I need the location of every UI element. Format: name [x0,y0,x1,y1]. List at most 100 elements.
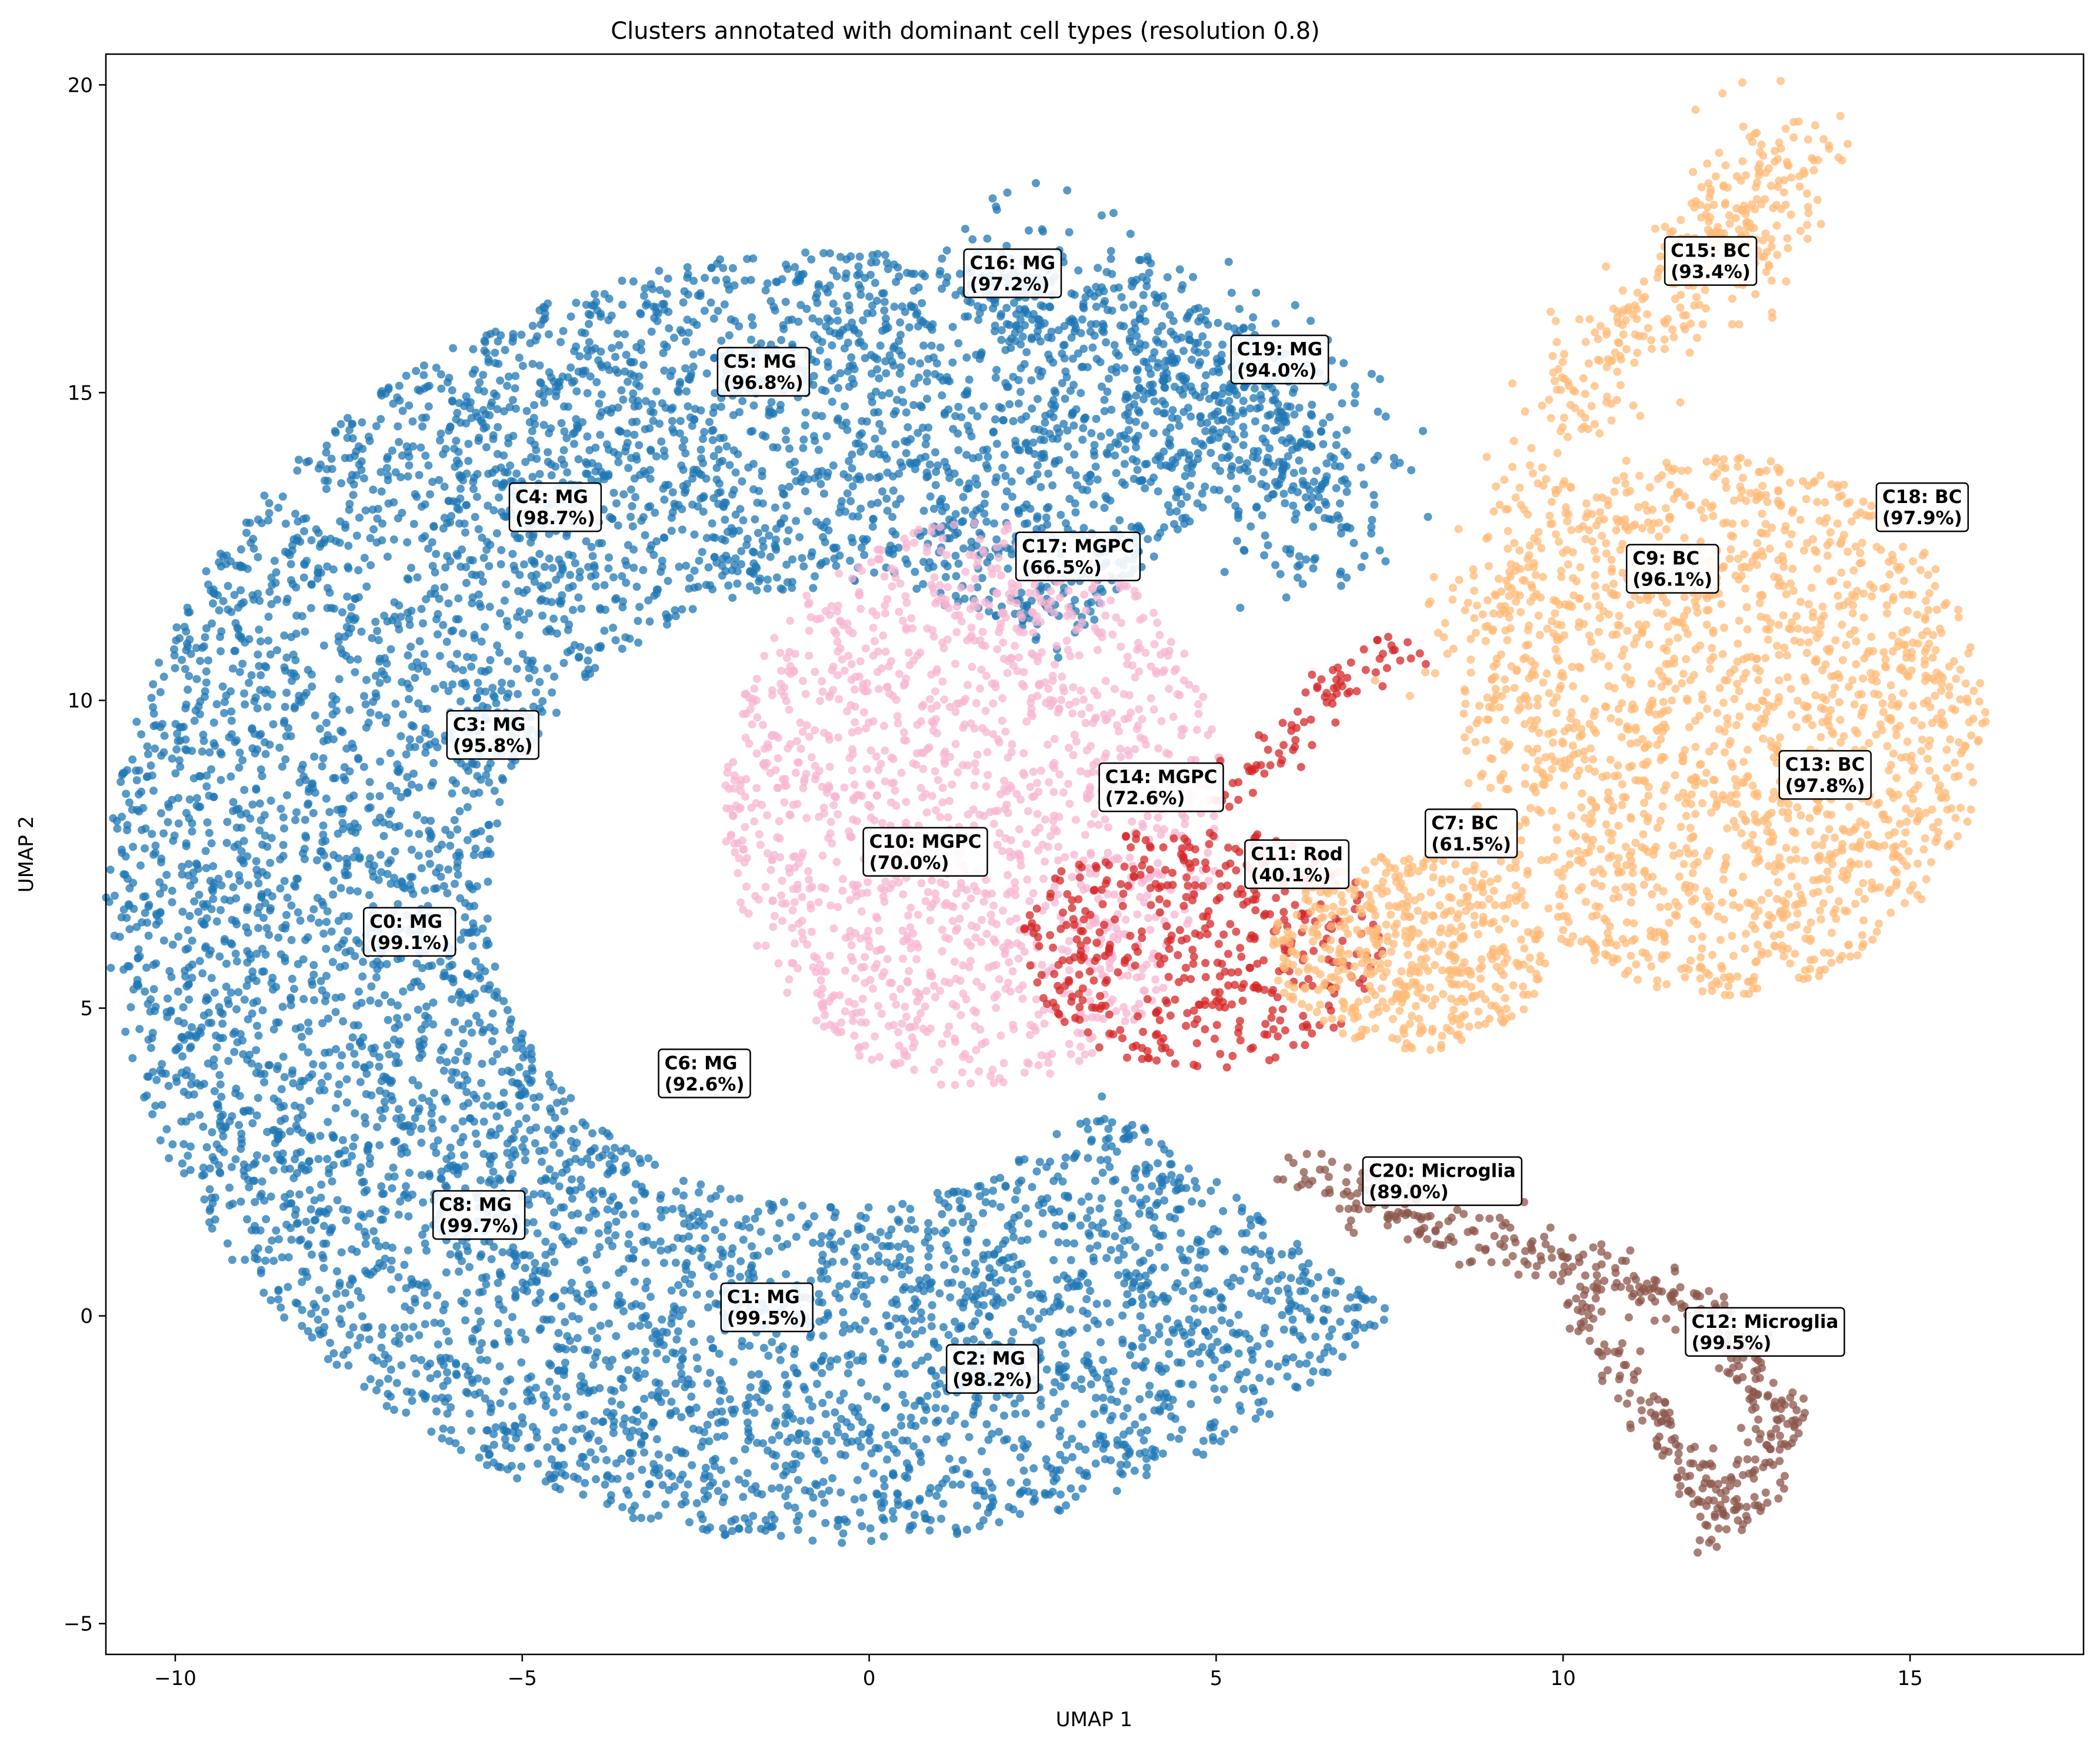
scatter-point [704,1303,712,1312]
scatter-point [706,1410,715,1419]
scatter-point [892,1314,901,1323]
scatter-point [362,1185,371,1194]
scatter-point [1112,1147,1121,1156]
scatter-point [432,1148,441,1157]
scatter-point [557,419,566,428]
scatter-point [328,710,337,719]
scatter-point [955,1196,964,1205]
scatter-point [515,354,524,362]
scatter-point [258,1177,266,1186]
scatter-point [1042,1163,1051,1171]
scatter-point [222,838,231,847]
scatter-point [143,918,152,927]
scatter-point [859,316,867,325]
scatter-point [842,1517,851,1526]
scatter-point [541,1237,550,1246]
scatter-point [1161,1263,1169,1272]
scatter-point [951,1265,959,1274]
scatter-point [982,1238,991,1247]
scatter-point [816,1239,825,1248]
scatter-point [1090,1316,1099,1325]
scatter-point [488,684,497,692]
scatter-point [1160,1196,1169,1205]
scatter-point [310,752,319,761]
scatter-point [366,1270,375,1279]
scatter-point [824,526,833,535]
scatter-point [948,322,957,331]
scatter-point [935,1289,944,1298]
scatter-point [485,602,494,611]
scatter-point [349,791,358,800]
scatter-point [354,1341,362,1350]
scatter-point [1265,1360,1274,1368]
scatter-point [612,1217,621,1226]
scatter-point [667,1397,676,1406]
scatter-point [525,674,534,682]
scatter-point [664,577,672,585]
scatter-point [387,1285,396,1294]
scatter-point [1192,1184,1201,1193]
scatter-point [1302,1307,1311,1316]
scatter-point [322,794,331,803]
scatter-point [409,890,418,898]
scatter-point [939,1323,948,1331]
scatter-point [747,1370,756,1379]
scatter-point [649,551,658,560]
scatter-point [589,1360,598,1369]
scatter-point [406,1306,415,1314]
scatter-point [576,1175,585,1184]
scatter-point [469,653,478,662]
scatter-point [842,418,851,427]
scatter-point [559,460,568,469]
scatter-point [1032,1167,1041,1176]
scatter-point [805,1396,814,1404]
scatter-point [892,1448,901,1457]
scatter-point [442,1327,451,1336]
scatter-point [589,1386,598,1394]
scatter-point [1029,1464,1038,1473]
scatter-point [672,1335,681,1344]
scatter-point [1150,1213,1159,1221]
scatter-point [334,854,343,862]
scatter-point [875,419,884,428]
scatter-point [202,624,211,632]
scatter-point [1017,415,1026,424]
scatter-point [474,385,483,394]
scatter-point [614,521,622,530]
scatter-point [328,958,337,967]
scatter-point [629,1196,638,1205]
scatter-point [371,1236,380,1245]
scatter-point [951,412,959,421]
scatter-point [374,875,383,884]
scatter-point [376,415,385,424]
scatter-point [316,977,325,985]
scatter-point [238,1139,246,1148]
scatter-point [570,439,578,448]
scatter-point [1112,469,1121,478]
scatter-point [924,1227,932,1236]
scatter-point [721,1530,730,1538]
scatter-point [442,637,451,646]
scatter-point [1000,1411,1008,1420]
scatter-point [922,377,931,386]
scatter-point [910,1511,919,1520]
scatter-point [1132,443,1141,452]
scatter-point [1068,408,1077,417]
scatter-point [1351,1340,1359,1349]
scatter-point [265,1061,274,1070]
scatter-point [358,1312,367,1321]
scatter-point [192,794,201,802]
scatter-point [722,442,731,451]
scatter-point [552,1384,561,1393]
scatter-point [954,528,962,537]
scatter-point [187,1023,196,1031]
scatter-point [927,1366,936,1375]
scatter-point [218,682,227,691]
scatter-point [492,529,501,538]
scatter-point [1077,1375,1086,1384]
scatter-point [714,1260,723,1268]
scatter-point [584,656,592,665]
scatter-point [697,454,706,463]
scatter-point [441,563,450,572]
scatter-point [734,1221,742,1230]
